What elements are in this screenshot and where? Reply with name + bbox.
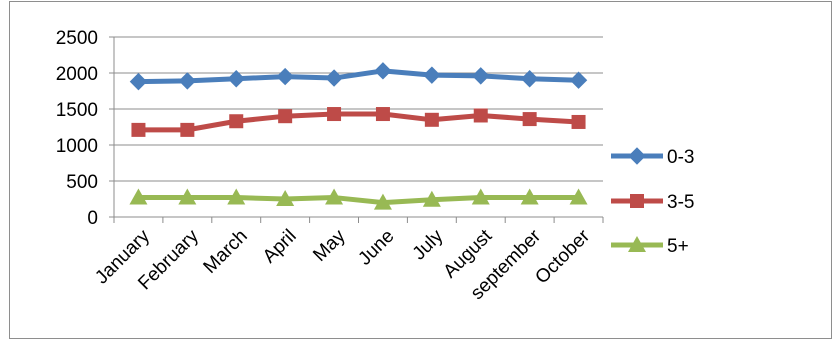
data-point-3-5 xyxy=(278,109,293,124)
y-tick-label: 2000 xyxy=(56,64,98,85)
x-tick-label: June xyxy=(355,226,399,270)
x-tick-label: July xyxy=(409,225,448,264)
data-point-5- xyxy=(129,188,148,205)
data-point-3-5 xyxy=(571,114,586,129)
data-point-0-3 xyxy=(227,70,245,88)
y-tick-label: 500 xyxy=(66,172,98,193)
data-point-5- xyxy=(178,188,197,205)
x-tick-label: March xyxy=(200,226,252,278)
series-line-3-5 xyxy=(138,111,579,133)
data-point-3-5 xyxy=(375,107,390,122)
data-point-0-3 xyxy=(276,67,294,86)
data-point-0-3 xyxy=(374,62,392,80)
legend-label-3-5: 3-5 xyxy=(667,192,694,213)
data-point-3-5 xyxy=(424,112,439,127)
chart-area xyxy=(9,1,832,339)
y-tick-label: 0 xyxy=(87,208,98,229)
x-tick-label: October xyxy=(531,225,594,288)
series-line-5- xyxy=(138,195,579,206)
data-point-3-5 xyxy=(522,112,537,127)
data-point-5- xyxy=(276,190,295,206)
data-point-3-5 xyxy=(131,122,146,137)
data-point-5- xyxy=(422,190,441,207)
data-point-0-3 xyxy=(520,70,539,88)
data-point-5- xyxy=(227,188,246,205)
data-point-0-3 xyxy=(178,72,197,90)
data-point-0-3 xyxy=(472,67,490,85)
x-tick-label: April xyxy=(259,226,301,268)
y-tick-label: 1000 xyxy=(56,136,98,157)
legend-marker-0-3 xyxy=(628,147,646,165)
data-point-5- xyxy=(373,193,392,210)
data-point-5- xyxy=(520,188,539,205)
legend-marker-3-5 xyxy=(630,194,644,208)
legend-label-0-3: 0-3 xyxy=(667,147,694,168)
data-point-5- xyxy=(569,188,588,205)
x-tick-label: May xyxy=(309,225,350,266)
data-point-5- xyxy=(325,188,344,205)
series-line-0-3 xyxy=(138,68,579,85)
data-point-0-3 xyxy=(129,72,148,91)
data-point-5- xyxy=(471,188,490,205)
legend-marker-5- xyxy=(628,236,646,252)
data-point-0-3 xyxy=(423,66,441,84)
legend-label-5-: 5+ xyxy=(667,236,689,257)
data-point-3-5 xyxy=(180,122,195,137)
y-tick-label: 2500 xyxy=(56,28,98,49)
data-point-3-5 xyxy=(229,114,244,129)
data-point-0-3 xyxy=(325,69,343,87)
data-point-3-5 xyxy=(473,108,488,123)
data-point-3-5 xyxy=(327,107,342,122)
y-tick-label: 1500 xyxy=(56,100,98,121)
data-point-0-3 xyxy=(569,71,588,89)
